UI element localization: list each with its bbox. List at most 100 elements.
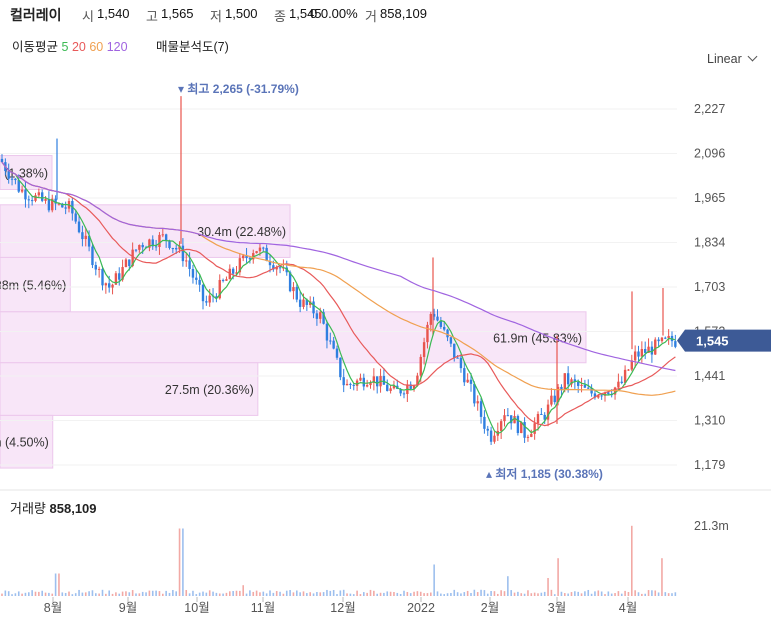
candle-body [181,245,185,262]
volume-bar [577,591,579,596]
volume-bar [4,590,7,596]
candle-body [597,395,600,398]
candle-body [674,341,677,347]
volume-bar [51,593,54,596]
candle-body [292,287,295,292]
volume-bar [373,590,375,596]
volume-bar [466,590,469,596]
volume-bar [259,592,261,596]
volume-panel-title: 거래량 858,109 [10,498,97,517]
ma20-line [1,161,676,427]
volume-bar [483,590,486,596]
volume-bar [533,592,536,596]
candle-body [108,283,111,288]
volume-bar [657,592,660,596]
volume-bar [218,593,221,596]
candle-body [513,416,516,424]
candle-body [114,273,118,285]
volume-bar [383,592,385,596]
volume-bar [296,590,298,596]
volume-bar [456,592,459,596]
volume-bar [627,591,630,596]
volume-bar [306,593,308,596]
candle-body [446,329,449,338]
y-tick-label: 1,703 [694,280,725,294]
volume-bar [647,590,650,596]
volume-bar [651,590,653,596]
volume-bar [195,594,198,596]
candle-body [74,213,77,222]
volume-bar [399,593,402,596]
volume-bar [587,589,590,596]
volume-bar [617,591,620,596]
close-value: 1,545 [289,6,322,21]
volume-bar [239,590,241,596]
volume-bar [148,590,151,596]
candle-body [439,320,443,327]
volume-bar [661,558,663,596]
candle-body [329,340,332,342]
volume-bar [671,593,673,596]
low-value: 1,500 [225,6,258,21]
volume-bar [279,591,281,596]
moving-averages [1,161,676,435]
volume-bar [553,594,556,596]
candle-body [91,246,94,266]
volume-bar [54,573,57,596]
candle-body [325,323,329,341]
volume-bar [523,593,526,596]
volume-bar [74,593,77,596]
volume-profile-toggle[interactable]: 매물분석도(7) [156,36,229,54]
candle-body [272,265,275,270]
candle-body [620,381,623,383]
candle-body [590,387,593,394]
volume-bar [560,591,563,596]
volume-bar [332,590,335,596]
volume-bar [145,592,147,596]
volume-bar [342,589,345,596]
candle-body [359,377,362,381]
volume-bar [21,593,23,596]
volume-bar [369,589,372,596]
volume-bar [312,593,315,596]
y-tick-label: 2,227 [694,102,725,116]
candle-body [44,199,47,201]
scale-mode-dropdown[interactable]: Linear [707,51,758,66]
candle-body [563,373,566,390]
candle-body [600,395,603,397]
candle-body [175,248,178,250]
volume-bar [269,590,271,596]
volume-bar [644,593,646,596]
candle-body [161,234,164,236]
volume-bar [215,592,218,596]
price-axis: 2,2272,0961,9651,8341,7031,5721,4411,310… [677,102,771,472]
candle-body [657,339,660,342]
candle-body [546,404,550,420]
volume-bar [17,591,20,596]
ma5-label: 5 [61,40,69,54]
volume-bar [212,591,214,596]
volume-bar [359,594,362,596]
volume-bar [229,591,231,596]
min-marker: ▴ 최저 1,185 (30.38%) [486,466,603,481]
candle-body [101,268,104,286]
volume-bar [409,593,412,596]
candle-body [104,283,108,286]
volume-bar [34,591,37,596]
candle-body [27,199,30,201]
volume-bar [41,590,43,596]
ma-legend[interactable]: 이동평균 5 20 60 120 [12,36,128,54]
candle-body [503,415,506,422]
candle-body [422,342,426,357]
volume-bar [584,591,586,596]
x-tick-label: 10월 [184,601,209,615]
price-tag-label: 1,545 [696,334,729,349]
volume-bar [416,591,419,596]
volume-bar [567,593,569,596]
candle-body [349,383,352,385]
x-tick-label: 4월 [619,601,637,615]
volume-bar [242,585,244,596]
volume-bar [141,591,144,596]
candle-body [587,387,590,389]
